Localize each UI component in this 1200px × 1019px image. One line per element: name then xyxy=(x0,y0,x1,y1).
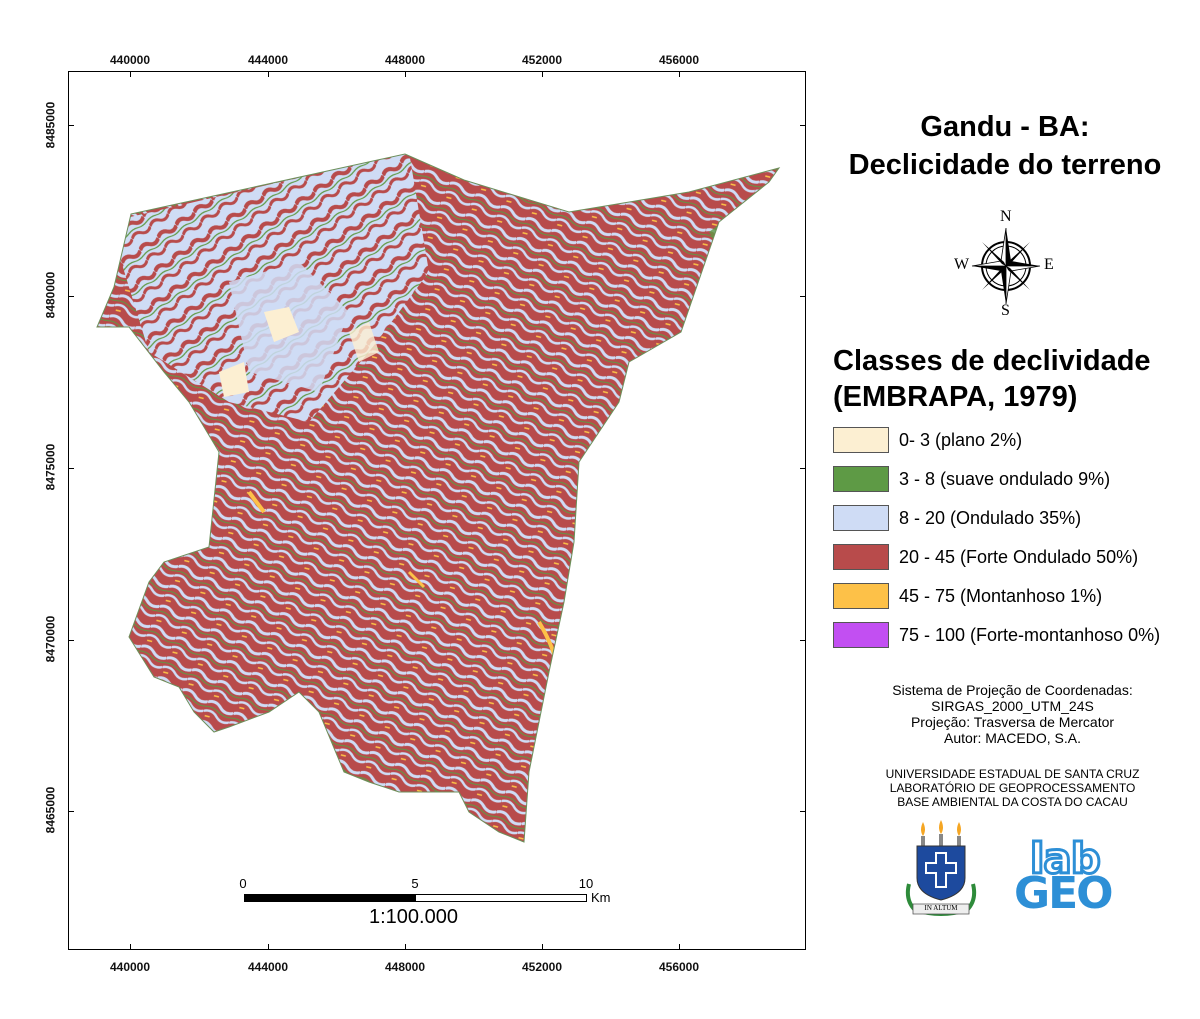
compass-rose-icon: N S W E xyxy=(950,208,1060,320)
x-label-top-440000: 440000 xyxy=(109,53,151,67)
title-line-1: Gandu - BA: xyxy=(920,111,1090,143)
tick xyxy=(68,468,74,469)
uesc-crest-icon xyxy=(905,820,977,916)
y-label-8480000: 8480000 xyxy=(43,271,58,319)
projection-line-1: Sistema de Projeção de Coordenadas: xyxy=(892,682,1133,698)
legend-label: 45 - 75 (Montanhoso 1%) xyxy=(899,585,1103,606)
institution-line-1: UNIVERSIDADE ESTADUAL DE SANTA CRUZ xyxy=(885,767,1140,781)
compass-e: E xyxy=(1044,256,1054,273)
tick xyxy=(130,71,131,77)
x-label-top-456000: 456000 xyxy=(658,53,700,67)
projection-info: Sistema de Projeção de Coordenadas: SIRG… xyxy=(835,682,1190,746)
tick xyxy=(800,640,806,641)
map-frame: 0 5 10 Km 1:100.000 xyxy=(68,71,806,950)
legend-title-line-1: Classes de declividade xyxy=(833,345,1151,377)
tick xyxy=(68,125,74,126)
title-line-2: Declicidade do terreno xyxy=(848,149,1162,181)
tick xyxy=(268,71,269,77)
municipality-boundary xyxy=(96,153,781,843)
x-label-bottom-456000: 456000 xyxy=(658,960,700,974)
institution-line-3: BASE AMBIENTAL DA COSTA DO CACAU xyxy=(897,795,1128,809)
labgeo-logo: lab GEO xyxy=(1012,833,1127,920)
slope-map xyxy=(96,153,781,843)
tick xyxy=(679,944,680,950)
tick xyxy=(800,296,806,297)
legend-swatch-5 xyxy=(833,622,889,648)
compass-rose-svg xyxy=(971,227,1041,305)
map-title: Gandu - BA: Declicidade do terreno xyxy=(820,108,1190,184)
x-label-bottom-444000: 444000 xyxy=(247,960,289,974)
uesc-motto: IN ALTUM xyxy=(924,904,958,912)
labgeo-lab: lab xyxy=(1029,833,1103,885)
legend-swatch-1 xyxy=(833,466,889,492)
tick xyxy=(68,811,74,812)
tick xyxy=(68,640,74,641)
tick xyxy=(130,944,131,950)
compass-s: S xyxy=(1001,302,1010,319)
x-label-top-448000: 448000 xyxy=(384,53,426,67)
institution-line-2: LABORATÓRIO DE GEOPROCESSAMENTO xyxy=(889,781,1136,795)
compass-w: W xyxy=(954,256,970,273)
institution-info: UNIVERSIDADE ESTADUAL DE SANTA CRUZ LABO… xyxy=(835,767,1190,809)
compass-n: N xyxy=(1000,208,1012,225)
projection-line-4: Autor: MACEDO, S.A. xyxy=(944,730,1081,746)
scale-tick-5: 5 xyxy=(411,876,419,891)
legend-label: 75 - 100 (Forte-montanhoso 0%) xyxy=(899,624,1161,645)
scale-ratio: 1:100.000 xyxy=(369,906,458,928)
scale-bar xyxy=(244,894,587,902)
legend-label: 3 - 8 (suave ondulado 9%) xyxy=(899,468,1111,489)
legend-item: 45 - 75 (Montanhoso 1%) xyxy=(833,583,1102,609)
legend-swatch-2 xyxy=(833,505,889,531)
legend-swatch-0 xyxy=(833,427,889,453)
tick xyxy=(405,71,406,77)
tick xyxy=(405,944,406,950)
legend-label: 0- 3 (plano 2%) xyxy=(899,429,1023,450)
tick xyxy=(800,125,806,126)
y-label-8475000: 8475000 xyxy=(43,443,58,491)
x-label-top-444000: 444000 xyxy=(247,53,289,67)
legend-label: 8 - 20 (Ondulado 35%) xyxy=(899,507,1082,528)
legend-item: 0- 3 (plano 2%) xyxy=(833,427,1022,453)
legend-title-line-2: (EMBRAPA, 1979) xyxy=(833,381,1078,413)
legend-swatch-4 xyxy=(833,583,889,609)
y-label-8485000: 8485000 xyxy=(43,101,58,149)
y-label-8465000: 8465000 xyxy=(43,786,58,834)
tick xyxy=(542,944,543,950)
tick xyxy=(542,71,543,77)
tick xyxy=(68,296,74,297)
legend-item: 8 - 20 (Ondulado 35%) xyxy=(833,505,1081,531)
y-label-8470000: 8470000 xyxy=(43,615,58,663)
legend-label: 20 - 45 (Forte Ondulado 50%) xyxy=(899,546,1139,567)
uesc-logo: IN ALTUM xyxy=(905,820,977,918)
labgeo-geo: GEO xyxy=(1014,868,1114,919)
legend-item: 3 - 8 (suave ondulado 9%) xyxy=(833,466,1110,492)
x-label-top-452000: 452000 xyxy=(521,53,563,67)
tick xyxy=(679,71,680,77)
legend-item: 75 - 100 (Forte-montanhoso 0%) xyxy=(833,622,1160,648)
x-label-bottom-452000: 452000 xyxy=(521,960,563,974)
scale-unit: Km xyxy=(591,890,611,905)
scale-tick-0: 0 xyxy=(239,876,247,891)
tick xyxy=(800,468,806,469)
projection-line-2: SIRGAS_2000_UTM_24S xyxy=(931,698,1094,714)
x-label-bottom-440000: 440000 xyxy=(109,960,151,974)
legend-swatch-3 xyxy=(833,544,889,570)
projection-line-3: Projeção: Trasversa de Mercator xyxy=(910,714,1115,730)
x-label-bottom-448000: 448000 xyxy=(384,960,426,974)
legend-item: 20 - 45 (Forte Ondulado 50%) xyxy=(833,544,1138,570)
legend-title: Classes de declividade (EMBRAPA, 1979) xyxy=(833,343,1151,415)
tick xyxy=(268,944,269,950)
scale-tick-10: 10 xyxy=(578,876,594,891)
tick xyxy=(800,811,806,812)
